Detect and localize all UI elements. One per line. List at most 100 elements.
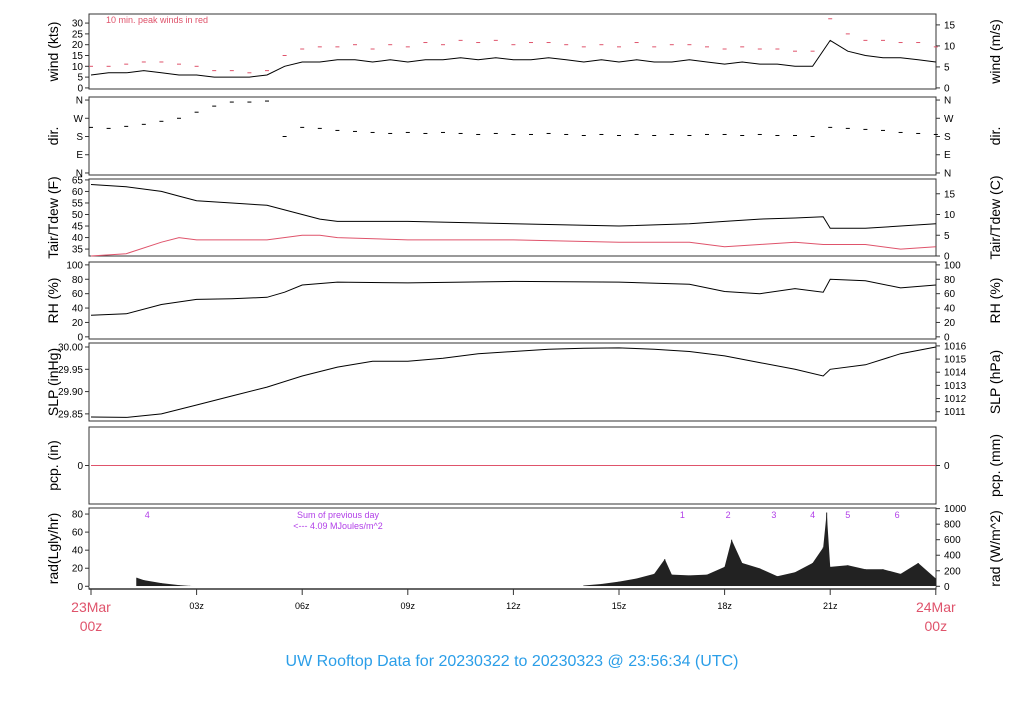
- y-tick-label: N: [76, 96, 83, 107]
- rad-area-day: [583, 512, 936, 587]
- panels: wind (kts) wind (m/s)05101520253005101510…: [45, 13, 1003, 593]
- y-tick-label: E: [76, 150, 83, 161]
- x-date-sublabel: 00z: [925, 618, 948, 634]
- x-tick-label: 12z: [506, 601, 521, 611]
- y-tick-label: 100: [66, 260, 83, 271]
- y-axis-label: dir.: [45, 127, 61, 146]
- y-tick-label-right: 0: [944, 461, 950, 472]
- y-tick-label: 30: [72, 19, 84, 30]
- y-tick-label: 25: [72, 29, 84, 40]
- y-tick-label-right: S: [944, 132, 951, 143]
- y-tick-label: 15: [72, 51, 84, 62]
- y-tick-label-right: 1011: [944, 407, 966, 418]
- panel-frame: [88, 96, 937, 176]
- y-tick-label-right: 800: [944, 520, 961, 531]
- panel-frame: [88, 13, 937, 90]
- local-hour-label: 1: [680, 510, 685, 520]
- y-axis-label-right: pcp. (mm): [987, 434, 1003, 497]
- y-tick-label: 20: [72, 40, 84, 51]
- y-tick-label: 40: [72, 233, 84, 244]
- y-tick-label-right: 5: [944, 231, 950, 242]
- x-tick-label: 06z: [295, 601, 310, 611]
- y-axis-label: rad(Lgly/hr): [45, 513, 61, 585]
- x-tick-label: 18z: [717, 601, 732, 611]
- y-tick-label: 20: [72, 564, 84, 575]
- y-tick-label-right: 1014: [944, 368, 967, 379]
- y-tick-label-right: 80: [944, 275, 956, 286]
- x-tick-label: 03z: [189, 601, 204, 611]
- chart-title: UW Rooftop Data for 20230322 to 20230323…: [286, 653, 739, 670]
- local-hour-label: 4: [145, 510, 150, 520]
- y-tick-label-right: 0: [944, 252, 950, 263]
- local-hour-label: 3: [771, 510, 776, 520]
- y-tick-label-right: 40: [944, 304, 956, 315]
- x-date-label: 24Mar: [916, 599, 956, 615]
- y-tick-label: 50: [72, 210, 84, 221]
- wind-line: [90, 39, 936, 78]
- x-tick-label: 21z: [823, 601, 838, 611]
- y-tick-label: S: [76, 132, 83, 143]
- panel-wind: wind (kts) wind (m/s)05101520253005101510…: [45, 13, 1003, 94]
- y-tick-label-right: W: [944, 114, 954, 125]
- rh-line: [90, 278, 936, 316]
- y-tick-label: 40: [72, 304, 84, 315]
- y-axis-label: wind (kts): [45, 22, 61, 83]
- panel-frame: [88, 342, 937, 422]
- y-axis-label-right: RH (%): [987, 278, 1003, 324]
- y-tick-label-right: 1016: [944, 341, 967, 352]
- local-hour-label: 2: [726, 510, 731, 520]
- y-tick-label: 35: [72, 245, 84, 256]
- tdew-line: [90, 234, 936, 257]
- x-tick-label: 09z: [401, 601, 416, 611]
- y-tick-label-right: 5: [944, 62, 950, 73]
- y-tick-label-right: 1000: [944, 504, 967, 515]
- y-axis-label-right: wind (m/s): [987, 19, 1003, 85]
- panel-pcp: pcp. (in) pcp. (mm) 0 0: [45, 426, 1003, 505]
- y-axis-label: SLP (inHg): [45, 348, 61, 416]
- y-tick-label: 10: [72, 62, 84, 73]
- y-axis-label-right: Tair/Tdew (C): [987, 175, 1003, 259]
- y-axis-label: RH (%): [45, 278, 61, 324]
- y-axis-label: Tair/Tdew (F): [45, 176, 61, 258]
- panel-frame: [88, 178, 937, 257]
- y-tick-label: 0: [77, 461, 83, 472]
- y-tick-label-right: E: [944, 150, 951, 161]
- y-tick-label-right: N: [944, 96, 951, 107]
- y-tick-label: 29.90: [58, 387, 83, 398]
- y-tick-label-right: 20: [944, 318, 956, 329]
- y-tick-label-right: 10: [944, 210, 956, 221]
- panel-slp: SLP (inHg) SLP (hPa) 29.85 29.90 29.95 30.00 1…: [45, 341, 1003, 422]
- y-tick-label-right: 0: [944, 582, 950, 593]
- y-tick-label-right: 0: [944, 83, 950, 94]
- y-tick-label-right: 200: [944, 566, 961, 577]
- y-tick-label: 45: [72, 222, 84, 233]
- y-tick-label: 29.95: [58, 365, 83, 376]
- y-tick-label: 65: [72, 175, 84, 186]
- y-tick-label-right: 1012: [944, 394, 967, 405]
- y-tick-label: 80: [72, 510, 84, 521]
- y-tick-label: 60: [72, 528, 84, 539]
- y-tick-label-right: 15: [944, 189, 956, 200]
- x-axis: 23Mar 00z 03z 06z 09z 12z 15z 18z 21z 24Mar 00z: [71, 588, 956, 634]
- y-axis-label-right: rad (W/m^2): [987, 510, 1003, 587]
- y-tick-label-right: 1013: [944, 381, 967, 392]
- y-tick-label: 60: [72, 289, 84, 300]
- local-hour-label: 6: [895, 510, 900, 520]
- y-tick-label-right: 15: [944, 20, 956, 31]
- y-tick-label-right: 400: [944, 551, 961, 562]
- y-tick-label: N: [76, 168, 83, 179]
- panel-rh: RH (%) RH (%) 0 20 40 60 80 100 0 20 40 60 80 100: [45, 260, 1003, 343]
- y-axis-label-right: SLP (hPa): [987, 350, 1003, 414]
- y-tick-label-right: 100: [944, 260, 961, 271]
- y-tick-label: 29.85: [58, 409, 83, 420]
- y-tick-label-right: 1015: [944, 355, 967, 366]
- y-tick-label: W: [74, 114, 84, 125]
- y-axis-label-right: dir.: [987, 127, 1003, 146]
- y-tick-label: 55: [72, 198, 84, 209]
- x-date-label: 23Mar: [71, 599, 111, 615]
- y-tick-label-right: 0: [944, 332, 950, 343]
- panel-temp: Tair/Tdew (F) Tair/Tdew (C)35404550556065…: [45, 175, 1003, 262]
- slp-line: [90, 346, 936, 418]
- panel-frame: [88, 261, 937, 340]
